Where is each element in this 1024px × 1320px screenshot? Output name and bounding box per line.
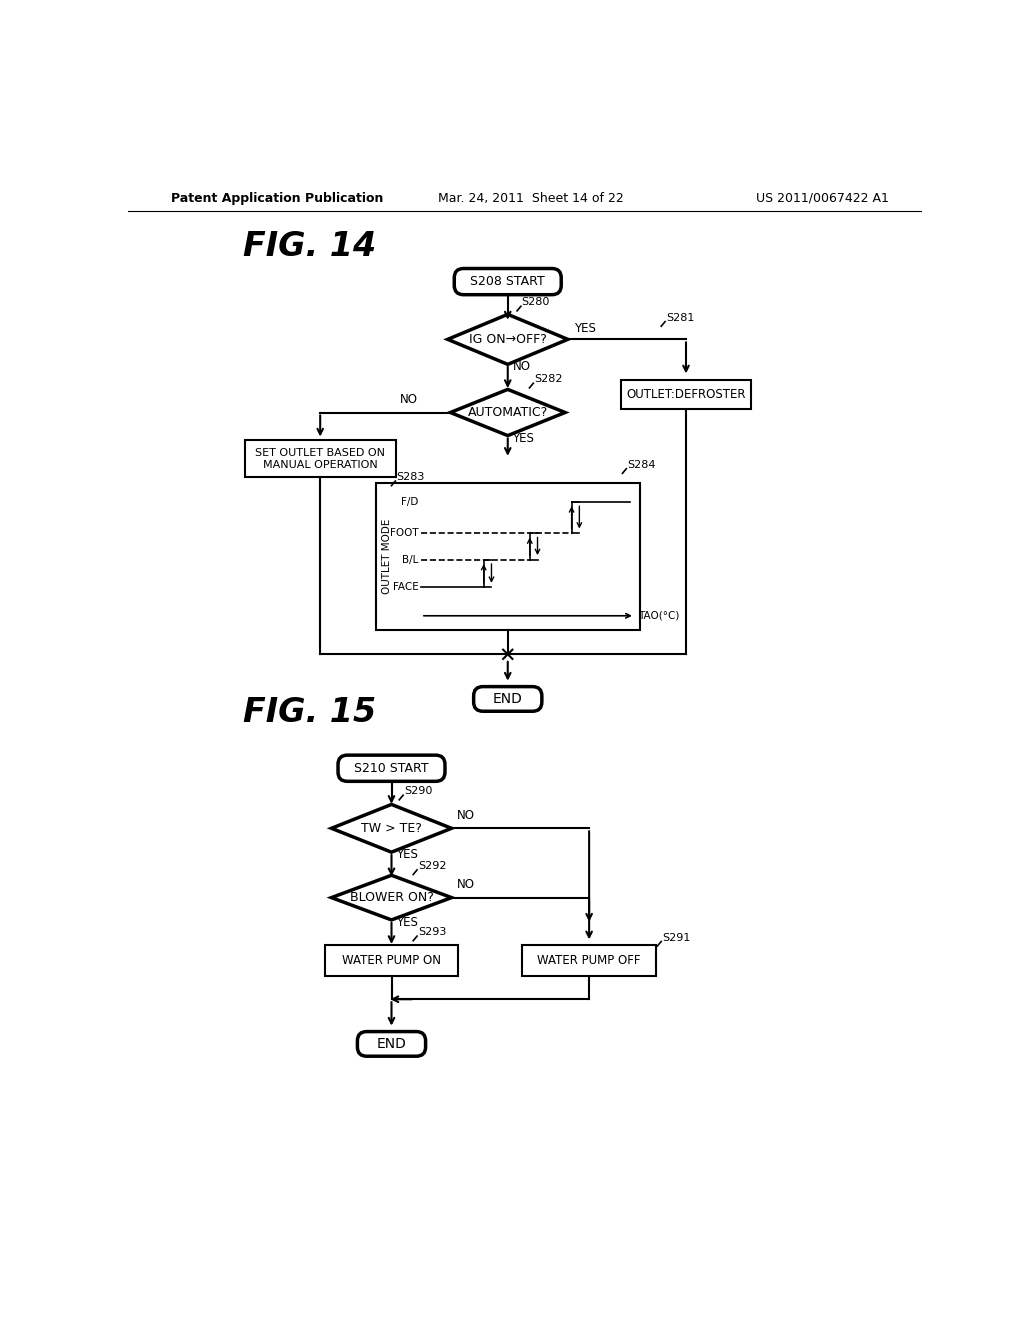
Text: S291: S291 xyxy=(662,933,690,942)
Text: S293: S293 xyxy=(418,928,446,937)
Text: S208 START: S208 START xyxy=(470,275,545,288)
FancyBboxPatch shape xyxy=(474,686,542,711)
Text: OUTLET MODE: OUTLET MODE xyxy=(382,519,392,594)
Text: Patent Application Publication: Patent Application Publication xyxy=(171,191,383,205)
Text: NO: NO xyxy=(512,360,530,374)
Text: NO: NO xyxy=(400,393,418,407)
FancyBboxPatch shape xyxy=(455,268,561,294)
FancyBboxPatch shape xyxy=(357,1032,426,1056)
Bar xyxy=(522,945,655,977)
Text: YES: YES xyxy=(396,916,418,929)
Text: END: END xyxy=(377,1038,407,1051)
Text: WATER PUMP ON: WATER PUMP ON xyxy=(342,954,441,968)
Text: S281: S281 xyxy=(666,313,694,323)
Text: S284: S284 xyxy=(627,459,655,470)
Text: FIG. 14: FIG. 14 xyxy=(243,231,376,264)
Text: Mar. 24, 2011  Sheet 14 of 22: Mar. 24, 2011 Sheet 14 of 22 xyxy=(438,191,624,205)
Text: YES: YES xyxy=(573,322,596,335)
Text: NO: NO xyxy=(458,878,475,891)
Text: S292: S292 xyxy=(418,861,446,871)
Text: YES: YES xyxy=(396,849,418,862)
Text: BLOWER ON?: BLOWER ON? xyxy=(349,891,433,904)
Text: NO: NO xyxy=(458,809,475,822)
Text: FACE: FACE xyxy=(393,582,419,593)
FancyBboxPatch shape xyxy=(338,755,445,781)
Text: TAO(°C): TAO(°C) xyxy=(638,611,679,620)
Polygon shape xyxy=(447,314,568,364)
Text: SET OUTLET BASED ON
MANUAL OPERATION: SET OUTLET BASED ON MANUAL OPERATION xyxy=(255,447,385,470)
Text: TW > TE?: TW > TE? xyxy=(361,822,422,834)
Text: YES: YES xyxy=(512,432,535,445)
Bar xyxy=(325,945,458,977)
Text: WATER PUMP OFF: WATER PUMP OFF xyxy=(538,954,641,968)
Bar xyxy=(245,441,395,478)
Bar xyxy=(621,380,751,409)
Text: S290: S290 xyxy=(403,787,432,796)
Text: OUTLET:DEFROSTER: OUTLET:DEFROSTER xyxy=(627,388,745,401)
Polygon shape xyxy=(332,875,452,920)
Text: FOOT: FOOT xyxy=(390,528,419,539)
Text: F/D: F/D xyxy=(401,496,419,507)
Text: B/L: B/L xyxy=(402,554,419,565)
Text: END: END xyxy=(493,692,522,706)
Text: S282: S282 xyxy=(535,375,562,384)
Text: S210 START: S210 START xyxy=(354,762,429,775)
Polygon shape xyxy=(332,804,452,853)
Bar xyxy=(376,483,640,630)
Polygon shape xyxy=(451,389,565,436)
Text: S283: S283 xyxy=(396,473,425,482)
Text: FIG. 15: FIG. 15 xyxy=(243,697,376,729)
Text: AUTOMATIC?: AUTOMATIC? xyxy=(468,407,548,418)
Text: S280: S280 xyxy=(521,297,550,308)
Text: US 2011/0067422 A1: US 2011/0067422 A1 xyxy=(756,191,889,205)
Text: IG ON→OFF?: IG ON→OFF? xyxy=(469,333,547,346)
